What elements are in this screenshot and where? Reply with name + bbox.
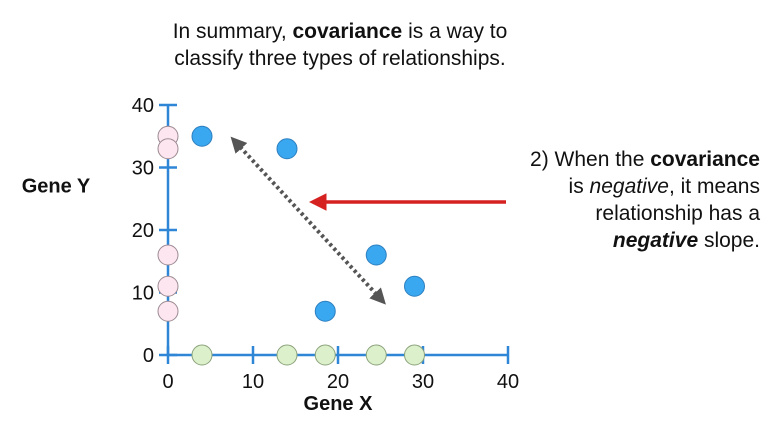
blue-point — [404, 275, 425, 297]
data-points — [157, 125, 425, 366]
green-point — [365, 344, 387, 366]
green-point — [314, 344, 336, 366]
title-line-2: classify three types of relationships. — [174, 47, 506, 70]
x-tick-label: 30 — [412, 371, 434, 393]
pink-point — [157, 244, 179, 266]
green-point — [276, 344, 298, 366]
annotation-line-1: 2) When the covariance — [530, 148, 760, 171]
y-tick-label: 30 — [132, 158, 154, 180]
annotation-text: 2) When the covariance is negative, it m… — [470, 146, 760, 254]
pink-point — [157, 275, 179, 297]
y-tick-label: 10 — [132, 283, 154, 305]
pink-point — [157, 300, 179, 322]
annotation-line-4: negative slope. — [612, 229, 760, 252]
y-tick-label: 0 — [143, 345, 154, 367]
trend-arrow — [230, 136, 386, 305]
y-tick-label: 20 — [132, 220, 154, 242]
x-tick-label: 40 — [497, 371, 519, 393]
x-axis-title: Gene X — [304, 393, 374, 415]
annotation-line-2: is negative, it means — [568, 175, 760, 198]
blue-point — [191, 125, 213, 147]
green-point — [404, 344, 425, 366]
title-line-1: In summary, covariance is a way to — [172, 20, 508, 43]
annotation-line-3: relationship has a — [595, 202, 760, 225]
blue-point — [314, 300, 336, 322]
y-tick-label: 40 — [132, 95, 154, 117]
axis-labels: 0 10 20 30 40 0 10 20 30 40 Gene X Gene Y — [22, 95, 519, 415]
x-tick-label: 20 — [327, 371, 349, 393]
green-point — [191, 344, 213, 366]
axes — [159, 103, 510, 364]
pink-point — [157, 138, 179, 160]
dotted-trend-line — [230, 136, 386, 305]
x-tick-label: 10 — [242, 371, 264, 393]
y-axis-title: Gene Y — [22, 176, 91, 198]
blue-point — [365, 244, 387, 266]
blue-point — [276, 138, 298, 160]
x-tick-label: 0 — [162, 371, 173, 393]
slide-title: In summary, covariance is a way to class… — [130, 18, 550, 72]
